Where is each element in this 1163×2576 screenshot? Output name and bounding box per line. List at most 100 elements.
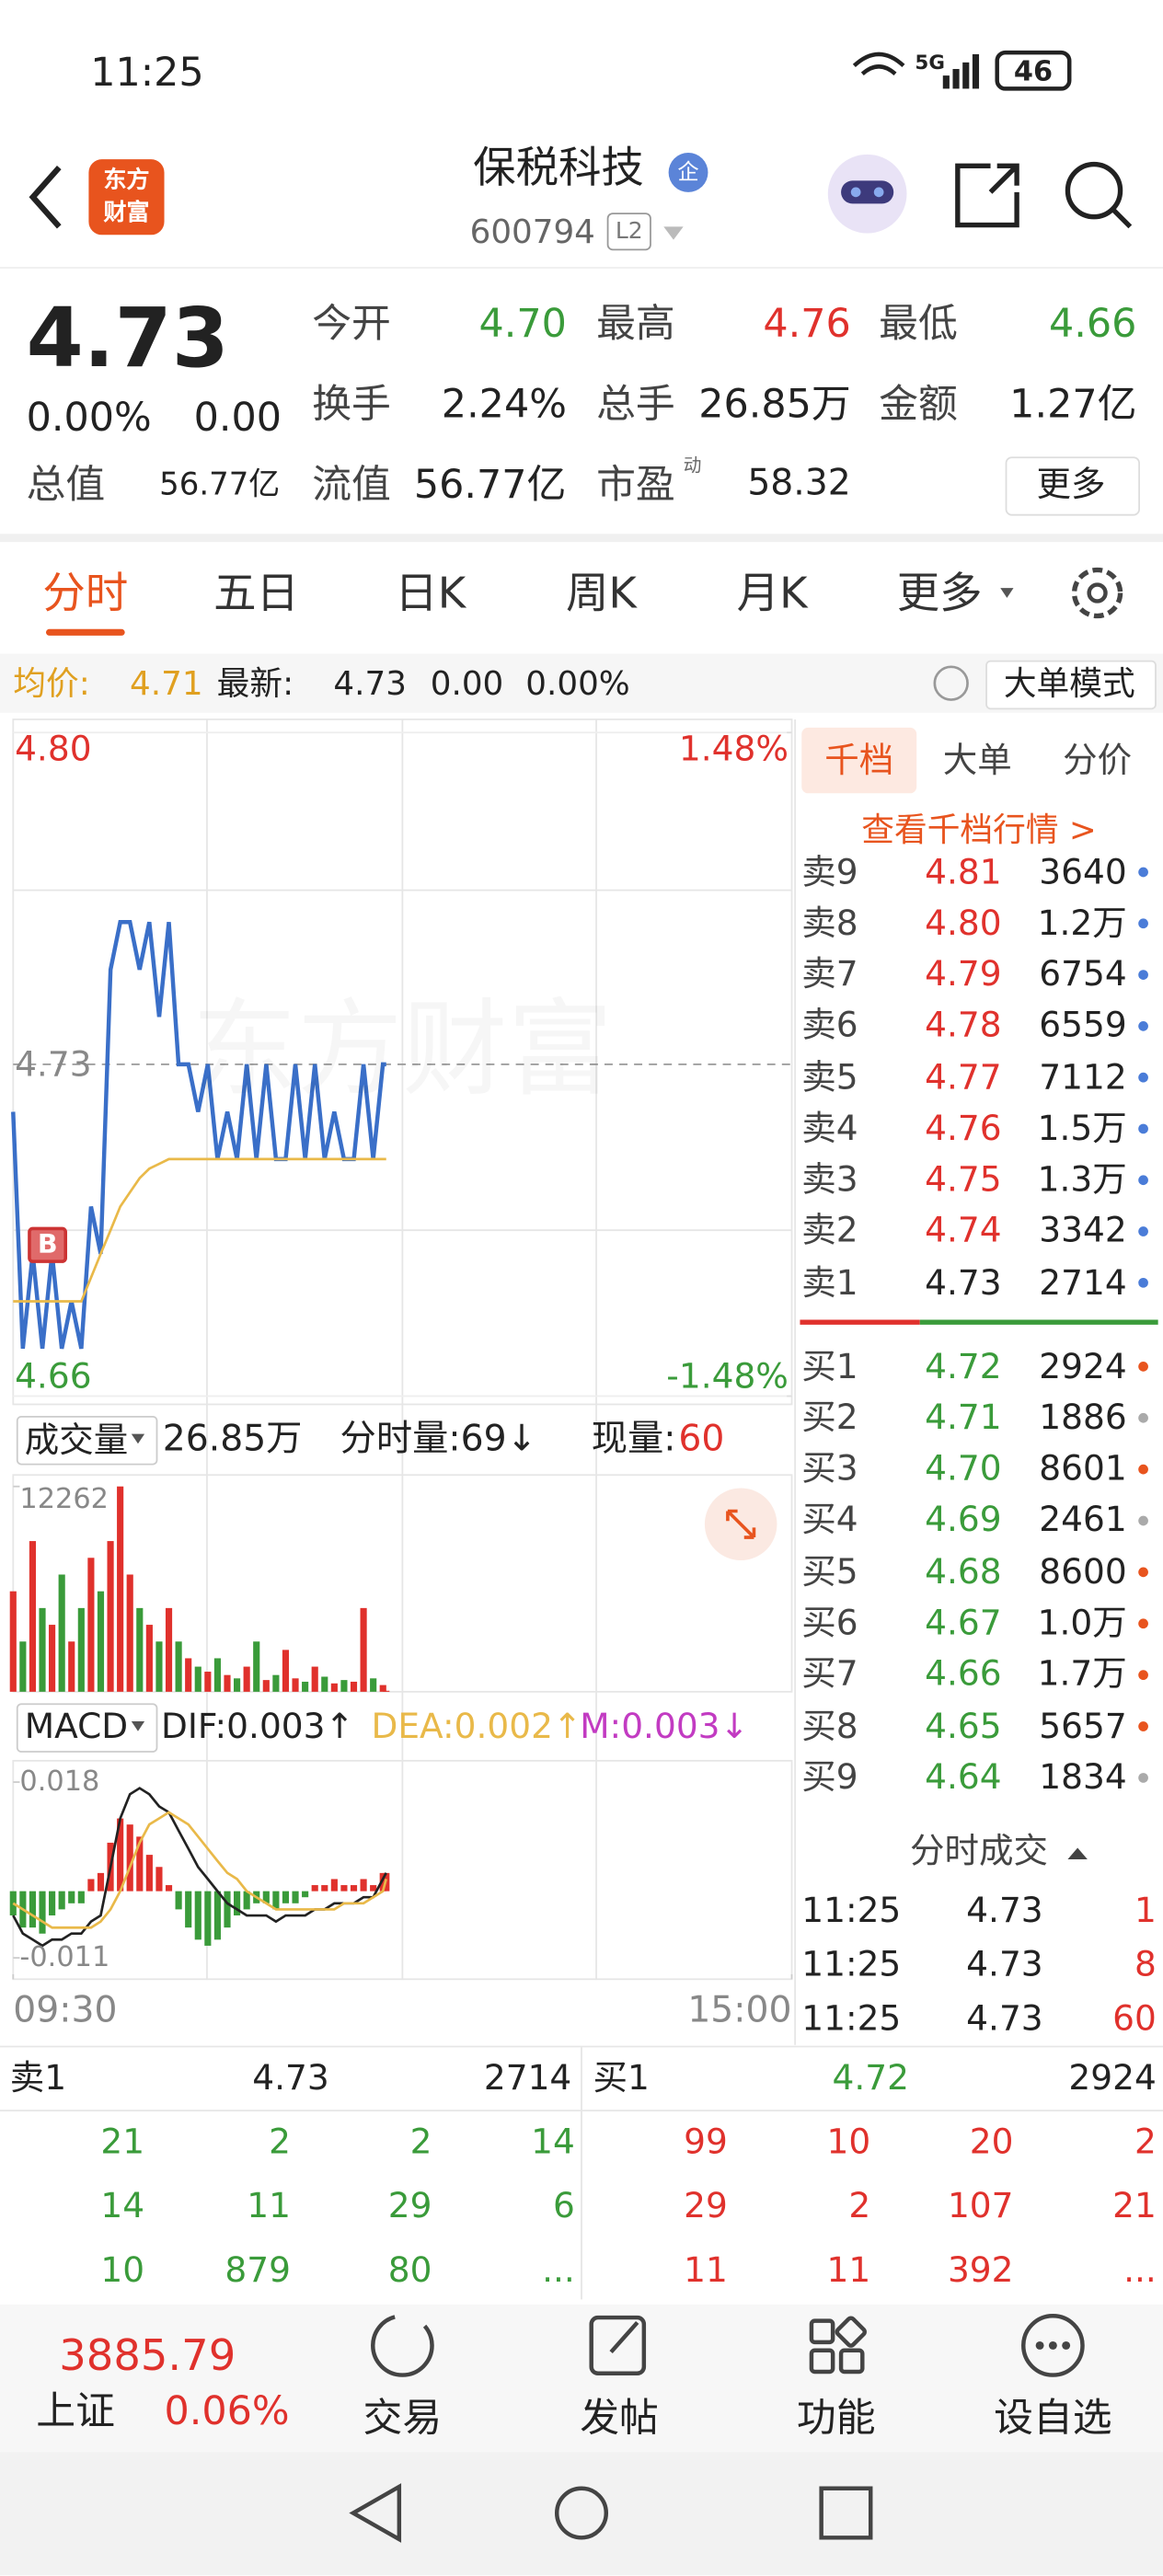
stat-value: 26.85万 — [698, 381, 851, 428]
tab[interactable]: 分时 — [42, 569, 129, 620]
tab[interactable]: 更多 — [896, 569, 983, 620]
share-icon[interactable] — [955, 163, 1019, 228]
macd-bar — [117, 1818, 124, 1892]
stat-label: 金额 — [879, 381, 958, 428]
book-link[interactable]: 查看千档行情 > — [861, 810, 1097, 850]
y-tick-label: 4.80 — [15, 728, 92, 768]
stat-value: 56.77亿 — [159, 466, 281, 502]
queue-order: 2 — [409, 2121, 432, 2161]
y-tick-label: 12262 — [19, 1482, 109, 1515]
volume-bar — [97, 1591, 105, 1692]
nav-icons[interactable] — [349, 2314, 1085, 2543]
stat-sup: 动 — [683, 454, 702, 476]
nav-item[interactable]: 设自选 — [994, 2394, 1112, 2441]
nav-item[interactable]: 功能 — [796, 2394, 876, 2441]
index-value[interactable]: 3885.79 — [59, 2332, 236, 2382]
stock-name: 保税科技 — [473, 144, 644, 194]
volume-bar — [19, 1641, 27, 1692]
system-nav — [0, 2452, 1163, 2576]
tab[interactable]: 五日 — [213, 569, 299, 620]
tab[interactable]: 月K — [736, 569, 808, 620]
macd-dea: DEA:0.002↑ — [371, 1706, 582, 1745]
bid-price: 4.70 — [925, 1448, 1002, 1489]
help-icon[interactable] — [933, 665, 969, 701]
book-tab[interactable]: 千档 — [824, 740, 894, 780]
ask-price: 4.76 — [925, 1108, 1002, 1148]
volume-bar — [117, 1486, 124, 1692]
volume-bar — [185, 1658, 192, 1692]
y2-tick-label: 1.48% — [678, 728, 789, 768]
queue-order: 29 — [387, 2185, 432, 2225]
collapse-icon[interactable] — [1067, 1847, 1088, 1859]
stat-label: 总值 — [26, 461, 106, 508]
bid-price: 4.72 — [925, 1346, 1002, 1386]
ask-label: 卖9 — [801, 854, 858, 891]
settings-icon[interactable] — [1071, 567, 1123, 619]
ask-volume: 7112 — [1039, 1056, 1127, 1097]
volume-bar — [253, 1641, 260, 1692]
book-tab[interactable]: 大单 — [942, 740, 1012, 780]
macd-bar — [370, 1885, 377, 1892]
volume-bar — [379, 1685, 386, 1692]
macd-dif: DIF:0.003↑ — [160, 1706, 354, 1745]
nav-item[interactable]: 发帖 — [580, 2394, 659, 2441]
ask-volume: 6559 — [1039, 1006, 1127, 1045]
more-button-text[interactable]: 更多 — [1036, 464, 1106, 504]
bid-volume: 1886 — [1039, 1397, 1127, 1437]
nav-item[interactable]: 交易 — [363, 2394, 443, 2441]
ask-volume: 3342 — [1039, 1211, 1127, 1251]
status-icons — [852, 50, 1072, 91]
tab[interactable]: 周K — [565, 569, 637, 620]
big-order-mode[interactable] — [985, 660, 1157, 710]
series-line — [12, 1787, 387, 1948]
indicator-selector[interactable] — [16, 1703, 158, 1753]
macd-m: M:0.003↓ — [580, 1706, 749, 1745]
tab-active-bg[interactable] — [801, 727, 917, 794]
bid-label: 买9 — [801, 1757, 858, 1797]
bid-price: 4.69 — [925, 1500, 1002, 1540]
macd-bar — [272, 1891, 280, 1910]
battery-level: 46 — [1013, 54, 1054, 88]
bid-dot — [1138, 1567, 1148, 1578]
macd-bar — [213, 1891, 221, 1940]
mode-button[interactable]: 大单模式 — [1003, 663, 1135, 704]
volume-bar — [136, 1607, 144, 1692]
tab[interactable]: 日K — [395, 569, 466, 620]
macd-label[interactable]: MACD — [24, 1706, 129, 1745]
macd-bar — [175, 1891, 182, 1910]
app-logo — [88, 159, 165, 236]
ask-dot — [1138, 1277, 1148, 1288]
ask-dot — [1138, 970, 1148, 980]
volume-bar — [145, 1625, 153, 1692]
macd-bar — [311, 1885, 318, 1892]
macd-bar — [145, 1855, 153, 1892]
stat-value: 4.66 — [1049, 300, 1137, 347]
ask-list: 卖9 4.81 3640 卖8 4.80 1.2万 卖7 4.79 6754 卖6 4.78 6559… — [0, 854, 1163, 1317]
latest-change-pct: 0.00% — [525, 663, 630, 704]
more-button[interactable] — [1005, 456, 1141, 516]
dropdown[interactable] — [663, 226, 684, 240]
volume-bar — [39, 1607, 46, 1692]
macd-bar — [350, 1885, 358, 1892]
ask-dot — [1138, 1226, 1148, 1236]
latest-change: 0.00 — [430, 663, 504, 704]
ask-price: 4.74 — [925, 1211, 1002, 1251]
queue-lines — [0, 2045, 1163, 2300]
book-tab[interactable]: 分价 — [1063, 740, 1133, 780]
back-button[interactable] — [29, 166, 62, 229]
stat-label: 总手 — [596, 381, 675, 428]
series-line — [12, 1811, 388, 1929]
volume-bar — [213, 1658, 221, 1692]
queue-order: 14 — [531, 2121, 575, 2161]
macd-bar — [97, 1872, 105, 1892]
volume-label[interactable]: 成交量 — [24, 1420, 129, 1460]
bid-volume: 2924 — [1039, 1346, 1127, 1386]
stock-code: 600794 — [469, 212, 595, 252]
queue-price: 4.72 — [832, 2057, 909, 2097]
last-price: 4.73 — [26, 291, 229, 386]
search-icon[interactable] — [1065, 161, 1123, 220]
volume-selector[interactable] — [16, 1415, 158, 1466]
volume-bar — [383, 1690, 390, 1692]
